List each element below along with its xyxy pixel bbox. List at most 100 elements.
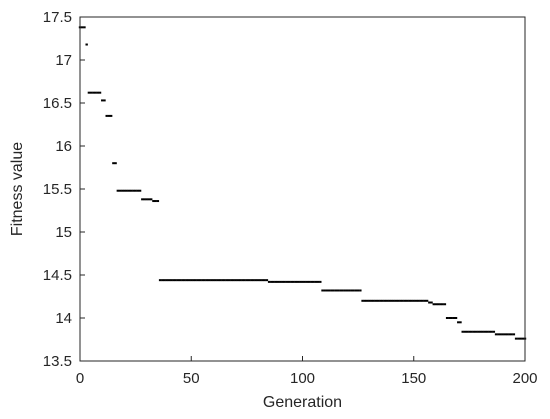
- data-point: [185, 279, 188, 282]
- y-tick-label: 15.5: [43, 181, 72, 198]
- data-point: [463, 330, 467, 333]
- data-point: [127, 189, 131, 192]
- data-point: [156, 200, 160, 203]
- data-point: [316, 280, 320, 283]
- data-point: [221, 279, 224, 282]
- data-point: [405, 299, 409, 302]
- data-point: [452, 317, 455, 319]
- data-point: [368, 299, 371, 302]
- data-point: [227, 279, 231, 282]
- x-tick-label: 200: [512, 370, 537, 387]
- data-point: [448, 317, 451, 319]
- data-point: [359, 289, 362, 292]
- y-axis-ticks: 13.5 14 14.5 15 15.5 16 16.5 17 17.5: [43, 9, 85, 370]
- data-point: [165, 279, 168, 282]
- data-point: [494, 333, 498, 336]
- data-point: [196, 279, 200, 282]
- data-point: [294, 280, 298, 283]
- data-point: [319, 280, 322, 283]
- data-point: [161, 279, 164, 282]
- data-point: [116, 189, 120, 192]
- data-point: [218, 279, 222, 282]
- data-point: [225, 279, 229, 282]
- y-tick-label: 16.5: [43, 95, 72, 112]
- y-tick-label: 16: [55, 138, 72, 155]
- data-point: [143, 198, 146, 201]
- data-point: [443, 303, 447, 306]
- data-point: [178, 279, 182, 282]
- data-point: [296, 280, 300, 283]
- data-point: [434, 303, 438, 306]
- data-points: [78, 26, 527, 340]
- data-point: [272, 280, 275, 283]
- data-point: [479, 330, 482, 333]
- data-point: [92, 91, 95, 94]
- data-point: [412, 299, 415, 302]
- data-point: [388, 299, 391, 302]
- data-point: [410, 299, 413, 302]
- data-point: [336, 289, 340, 292]
- data-point: [332, 289, 335, 292]
- data-point: [481, 330, 484, 333]
- data-point: [503, 333, 507, 336]
- data-point: [345, 289, 349, 292]
- data-point: [285, 280, 289, 283]
- y-tick-label: 15: [55, 224, 72, 241]
- data-point: [510, 333, 513, 336]
- data-point: [383, 299, 387, 302]
- data-point: [172, 279, 175, 282]
- data-point: [521, 337, 524, 340]
- data-point: [123, 189, 126, 192]
- data-point: [265, 279, 269, 282]
- data-point: [506, 333, 509, 336]
- x-axis-label: Generation: [263, 394, 342, 411]
- data-point: [299, 280, 302, 283]
- data-point: [181, 279, 184, 282]
- data-point: [101, 99, 104, 102]
- data-point: [121, 189, 124, 192]
- data-point: [423, 299, 427, 302]
- data-point: [134, 189, 137, 192]
- data-point: [492, 330, 496, 333]
- data-point: [334, 289, 338, 292]
- x-tick-label: 0: [76, 370, 84, 387]
- data-point: [103, 99, 106, 102]
- data-point: [421, 299, 424, 302]
- data-point: [321, 289, 324, 292]
- y-axis-label: Fitness value: [9, 142, 26, 236]
- data-point: [287, 280, 291, 283]
- data-point: [485, 330, 489, 333]
- data-point: [408, 299, 411, 302]
- data-point: [109, 114, 113, 117]
- data-point: [252, 279, 255, 282]
- data-point: [457, 321, 460, 324]
- data-point: [247, 279, 251, 282]
- data-point: [499, 333, 502, 336]
- data-point: [490, 330, 493, 333]
- y-tick-label: 17: [55, 52, 72, 69]
- data-point: [401, 299, 404, 302]
- data-point: [125, 189, 128, 192]
- data-point: [356, 289, 360, 292]
- data-point: [519, 337, 522, 340]
- data-point: [361, 299, 364, 302]
- data-point: [192, 279, 195, 282]
- data-point: [508, 333, 511, 336]
- data-point: [312, 280, 315, 283]
- data-point: [343, 289, 346, 292]
- data-point: [474, 330, 478, 333]
- data-point: [432, 303, 435, 306]
- y-tick-label: 13.5: [43, 353, 72, 370]
- data-point: [283, 280, 286, 283]
- data-point: [396, 299, 400, 302]
- data-point: [414, 299, 418, 302]
- data-point: [241, 279, 244, 282]
- data-point: [87, 91, 91, 94]
- data-point: [245, 279, 249, 282]
- data-point: [183, 279, 186, 282]
- data-point: [212, 279, 215, 282]
- data-point: [232, 279, 235, 282]
- data-point: [445, 317, 449, 319]
- data-point: [250, 279, 253, 282]
- data-point: [94, 91, 97, 94]
